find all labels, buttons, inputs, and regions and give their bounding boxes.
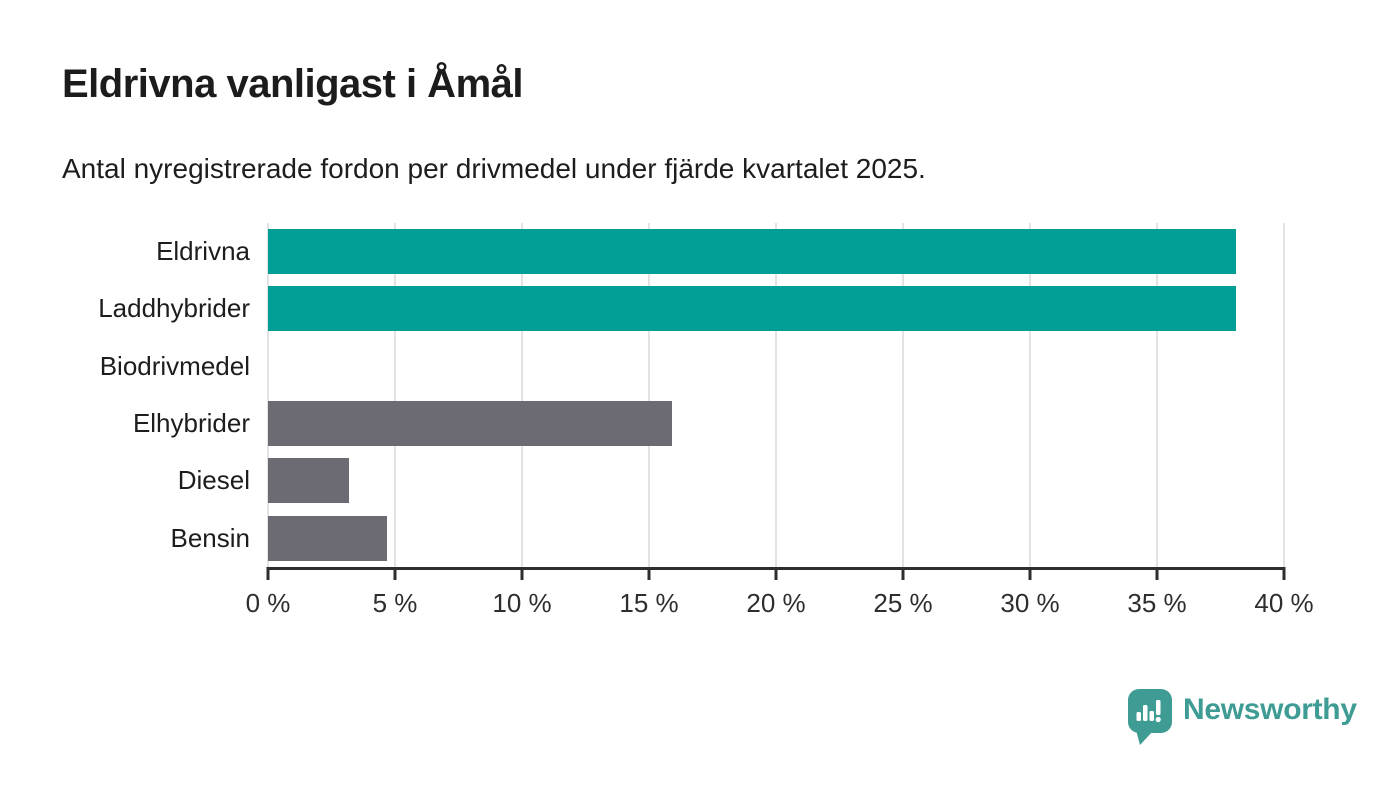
gridline xyxy=(521,223,523,567)
category-axis-labels: Eldrivna Laddhybrider Biodrivmedel Elhybrid… xyxy=(0,223,250,567)
bar-row xyxy=(268,338,1284,395)
value-axis-tick-label: 15 % xyxy=(619,588,679,618)
gridline xyxy=(394,223,396,567)
value-axis-tick-label: 20 % xyxy=(746,588,806,618)
axis-tick xyxy=(1155,567,1159,580)
axis-tick xyxy=(647,567,651,580)
value-axis-tick-label: 40 % xyxy=(1254,588,1314,618)
value-axis-tick-label: 0 % xyxy=(245,588,291,618)
bar xyxy=(268,229,1236,275)
category-label: Elhybrider xyxy=(132,408,250,439)
gridline xyxy=(267,223,269,567)
bar-chart-plot-area xyxy=(266,223,1286,580)
axis-tick xyxy=(1282,567,1286,580)
value-axis-tick-label: 25 % xyxy=(873,588,933,618)
newsworthy-logo-icon xyxy=(1128,689,1172,745)
newsworthy-logo: Newsworthy xyxy=(1127,688,1357,745)
bar-row xyxy=(268,452,1284,509)
bar-row xyxy=(268,510,1284,567)
axis-tick xyxy=(266,567,270,580)
bar xyxy=(268,458,350,504)
gridline xyxy=(648,223,650,567)
bar xyxy=(268,286,1236,332)
value-axis-tick-label: 5 % xyxy=(372,588,418,618)
bar-rows xyxy=(268,223,1284,567)
value-axis-tick-label: 35 % xyxy=(1127,588,1187,618)
chart-subtitle: Antal nyregistrerade fordon per drivmede… xyxy=(62,153,926,184)
gridline xyxy=(775,223,777,567)
gridline xyxy=(902,223,904,567)
axis-tick xyxy=(901,567,905,580)
gridline xyxy=(1029,223,1031,567)
category-label: Bensin xyxy=(170,522,251,553)
category-label: Diesel xyxy=(177,465,250,496)
newsworthy-logo-text: Newsworthy xyxy=(1183,693,1357,726)
axis-tick xyxy=(774,567,778,580)
axis-tick xyxy=(1028,567,1032,580)
value-axis-tick-label: 10 % xyxy=(492,588,552,618)
category-label: Biodrivmedel xyxy=(99,350,250,381)
gridline xyxy=(1156,223,1158,567)
bar-row xyxy=(268,223,1284,280)
axis-tick xyxy=(520,567,524,580)
value-axis-labels: 0 % 5 % 10 % 15 % 20 % 25 % 30 % 35 % 40 % xyxy=(246,588,1314,620)
bar xyxy=(268,401,672,447)
bar-row xyxy=(268,280,1284,337)
category-label: Laddhybrider xyxy=(98,293,250,324)
category-label: Eldrivna xyxy=(156,236,250,267)
axis-tick xyxy=(393,567,397,580)
bar xyxy=(268,515,388,561)
gridline xyxy=(1283,223,1285,567)
chart-title: Eldrivna vanligast i Åmål xyxy=(62,62,524,106)
value-axis-tick-label: 30 % xyxy=(1000,588,1060,618)
bar-row xyxy=(268,395,1284,452)
